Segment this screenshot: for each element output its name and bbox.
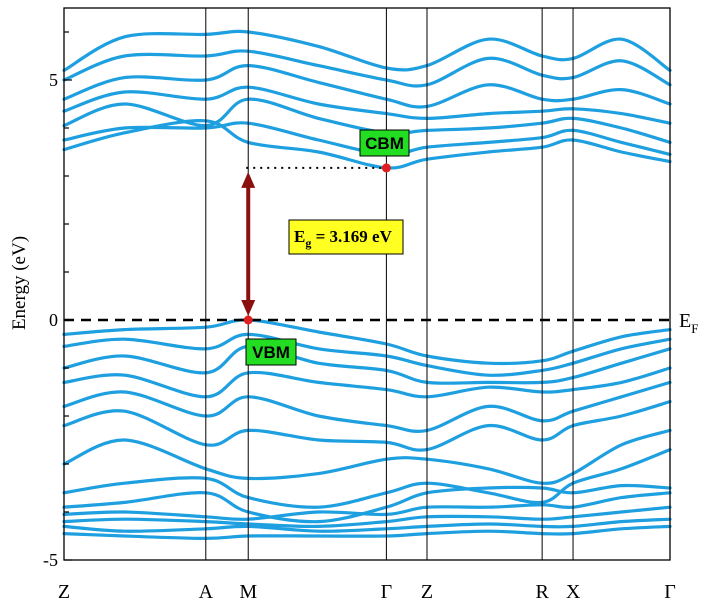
band-gap-arrow (241, 171, 256, 316)
vbm-label-text: VBM (252, 343, 290, 362)
x-tick-label-2: A (199, 581, 214, 603)
x-tick-label-8: Γ (664, 581, 676, 603)
fermi-label-sub: F (691, 321, 698, 336)
svg-text:Eg = 3.169 eV: Eg = 3.169 eV (294, 227, 393, 250)
band-line-7 (62, 29, 672, 72)
band-line-5 (62, 63, 672, 109)
fermi-level-label: EF (679, 310, 698, 336)
y-tick-label: 5 (49, 70, 58, 90)
fermi-label-main: E (679, 310, 691, 332)
cbm-label: CBM (359, 129, 410, 157)
vbm-label: VBM (245, 338, 297, 366)
plot-frame (63, 7, 671, 561)
arrow-head-up (241, 171, 256, 188)
band-line-18 (62, 505, 672, 529)
y-ticks: 5 0 -5 (43, 31, 72, 570)
x-tick-label-6: R (535, 581, 549, 603)
vbm-marker (243, 315, 253, 325)
cbm-label-text: CBM (365, 134, 404, 153)
band-line-11 (62, 366, 672, 399)
gap-label-sub: g (305, 236, 311, 250)
band-line-10 (62, 344, 672, 385)
x-tick-label-4: Γ (381, 581, 393, 603)
x-tick-label-3: M (239, 581, 257, 603)
y-tick-label: 0 (49, 310, 58, 330)
x-tick-label-7: X (566, 581, 581, 603)
arrow-head-down (241, 300, 256, 316)
band-gap-label: Eg = 3.169 eV (288, 219, 404, 255)
y-tick-label: -5 (43, 550, 58, 570)
cbm-marker (381, 163, 391, 173)
gap-label-value: = 3.169 eV (311, 227, 392, 246)
x-tick-label-5: Z (421, 581, 433, 603)
x-tick-label-1: Z (58, 581, 70, 603)
y-axis-label: Energy (eV) (9, 236, 30, 330)
band-line-14 (62, 428, 672, 485)
bands-layer (62, 29, 672, 540)
gap-label-main: E (294, 227, 305, 246)
